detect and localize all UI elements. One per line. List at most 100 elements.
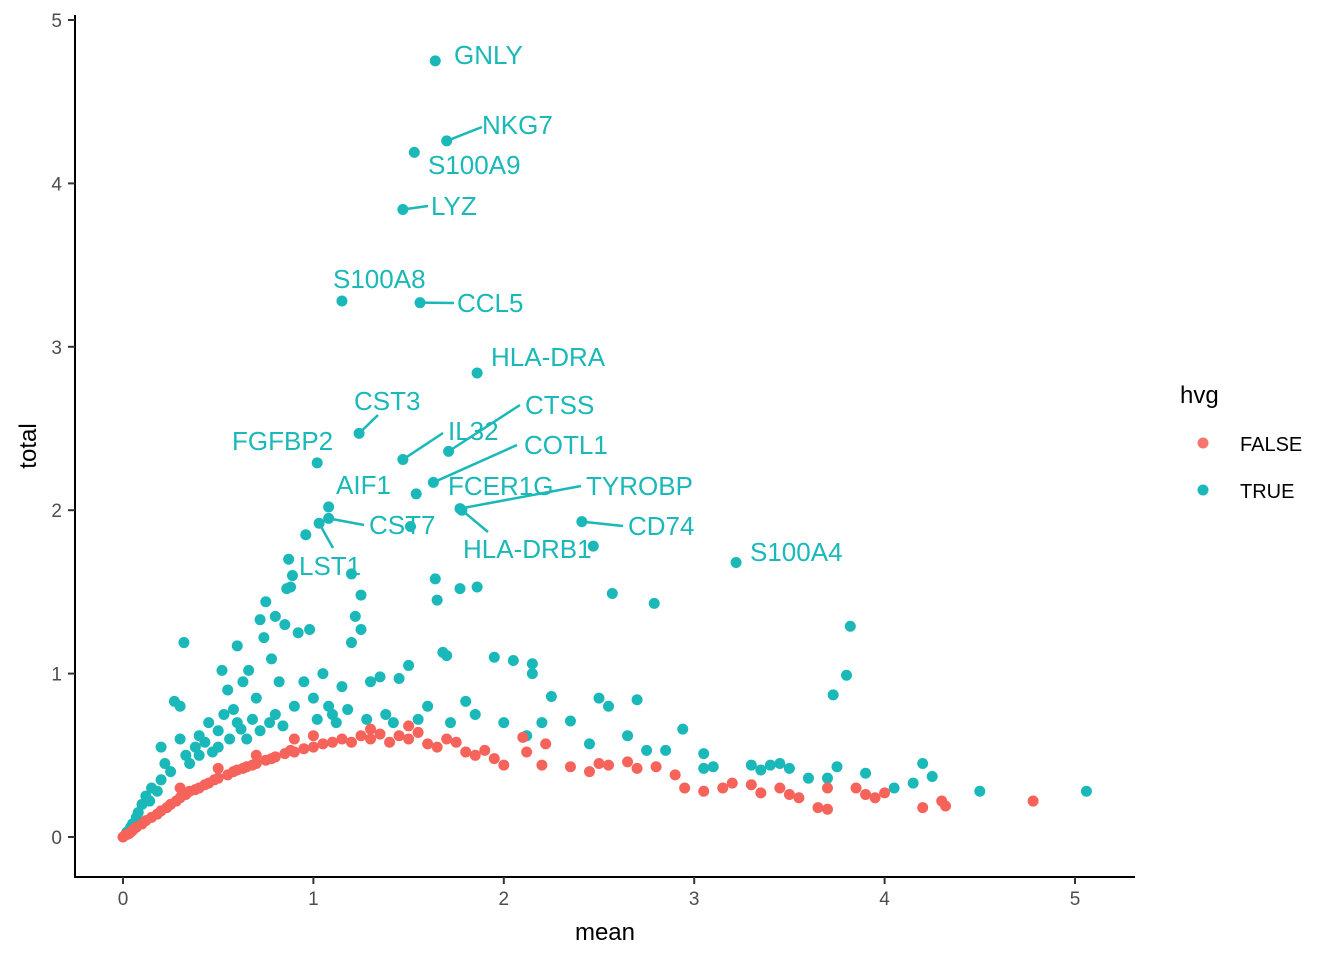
point-true [698,762,710,774]
point-false [317,738,329,750]
label-connector [432,443,518,484]
point-false [212,772,224,784]
gene-label: HLA-DRB1 [463,534,592,564]
point-true [802,772,814,784]
point-true [498,717,510,729]
point-labeled [471,367,483,379]
point-true [888,782,900,794]
point-false [307,730,319,742]
point-false [745,779,757,791]
point-true [764,759,776,771]
points-layer [117,521,1092,843]
point-true [174,733,186,745]
point-true [361,713,373,725]
point-false [460,746,472,758]
point-true [349,610,361,622]
label-connector [447,403,521,453]
point-true [212,725,224,737]
point-true [641,744,653,756]
gene-label: HLA-DRA [491,342,606,372]
gene-label: NKG7 [482,110,553,140]
point-true [471,581,483,593]
x-tick-label: 4 [879,889,890,910]
point-false [250,749,262,761]
y-tick-label: 3 [51,338,62,359]
point-true [269,708,281,720]
point-true [387,717,399,729]
point-true [165,766,177,778]
point-labeled [456,504,468,516]
point-true [155,741,167,753]
point-true [564,715,576,727]
label-connector [581,520,624,528]
point-false [821,782,833,794]
point-false [422,738,434,750]
point-false [774,782,786,794]
point-true [216,664,228,676]
point-false [288,733,300,745]
point-true [273,676,285,688]
point-true [526,658,538,670]
point-true [583,738,595,750]
point-true [403,659,415,671]
point-labeled [427,476,439,488]
point-false [536,759,548,771]
point-true [587,540,599,552]
point-true [224,733,236,745]
point-true [648,597,660,609]
point-true [254,725,266,737]
legend-title: hvg [1180,382,1219,409]
point-true [783,762,795,774]
gene-label: COTL1 [524,430,608,460]
point-false [498,759,510,771]
point-true [831,761,843,773]
gene-label: S100A9 [428,150,521,180]
point-labeled [414,297,426,309]
point-true [227,704,239,716]
legend-key-true [1197,484,1209,496]
point-false [669,769,681,781]
point-true [307,692,319,704]
point-false [698,785,710,797]
gene-label: CTSS [525,390,594,420]
point-labeled [313,517,325,529]
legend-key-false [1197,437,1209,449]
y-tick-label: 4 [51,174,62,195]
point-false [564,761,576,773]
point-true [365,676,377,688]
point-true [469,708,481,720]
point-true [844,620,856,632]
point-true [159,757,171,769]
point-true [266,653,278,665]
point-labeled [410,488,422,500]
point-false [212,762,224,774]
y-axis-title: total [15,423,42,468]
point-labeled [353,427,365,439]
point-true [174,700,186,712]
point-labeled [441,135,453,147]
point-true [429,573,441,585]
point-true [526,668,538,680]
point-true [441,650,453,662]
label-connector [328,517,365,527]
point-true [203,717,215,729]
point-true [345,637,357,649]
point-false [469,749,481,761]
point-true [260,596,272,608]
point-false [479,744,491,756]
point-false [403,733,415,745]
x-axis-title: mean [575,919,635,946]
point-true [342,704,354,716]
point-false [631,762,643,774]
point-false [603,759,615,771]
point-false [441,733,453,745]
point-false [755,787,767,799]
point-false [336,733,348,745]
point-true [355,623,367,635]
point-true [345,568,357,580]
point-true [288,700,300,712]
x-tick-label: 3 [689,889,700,910]
point-true [277,720,289,732]
point-labeled [730,556,742,568]
point-true [199,736,211,748]
